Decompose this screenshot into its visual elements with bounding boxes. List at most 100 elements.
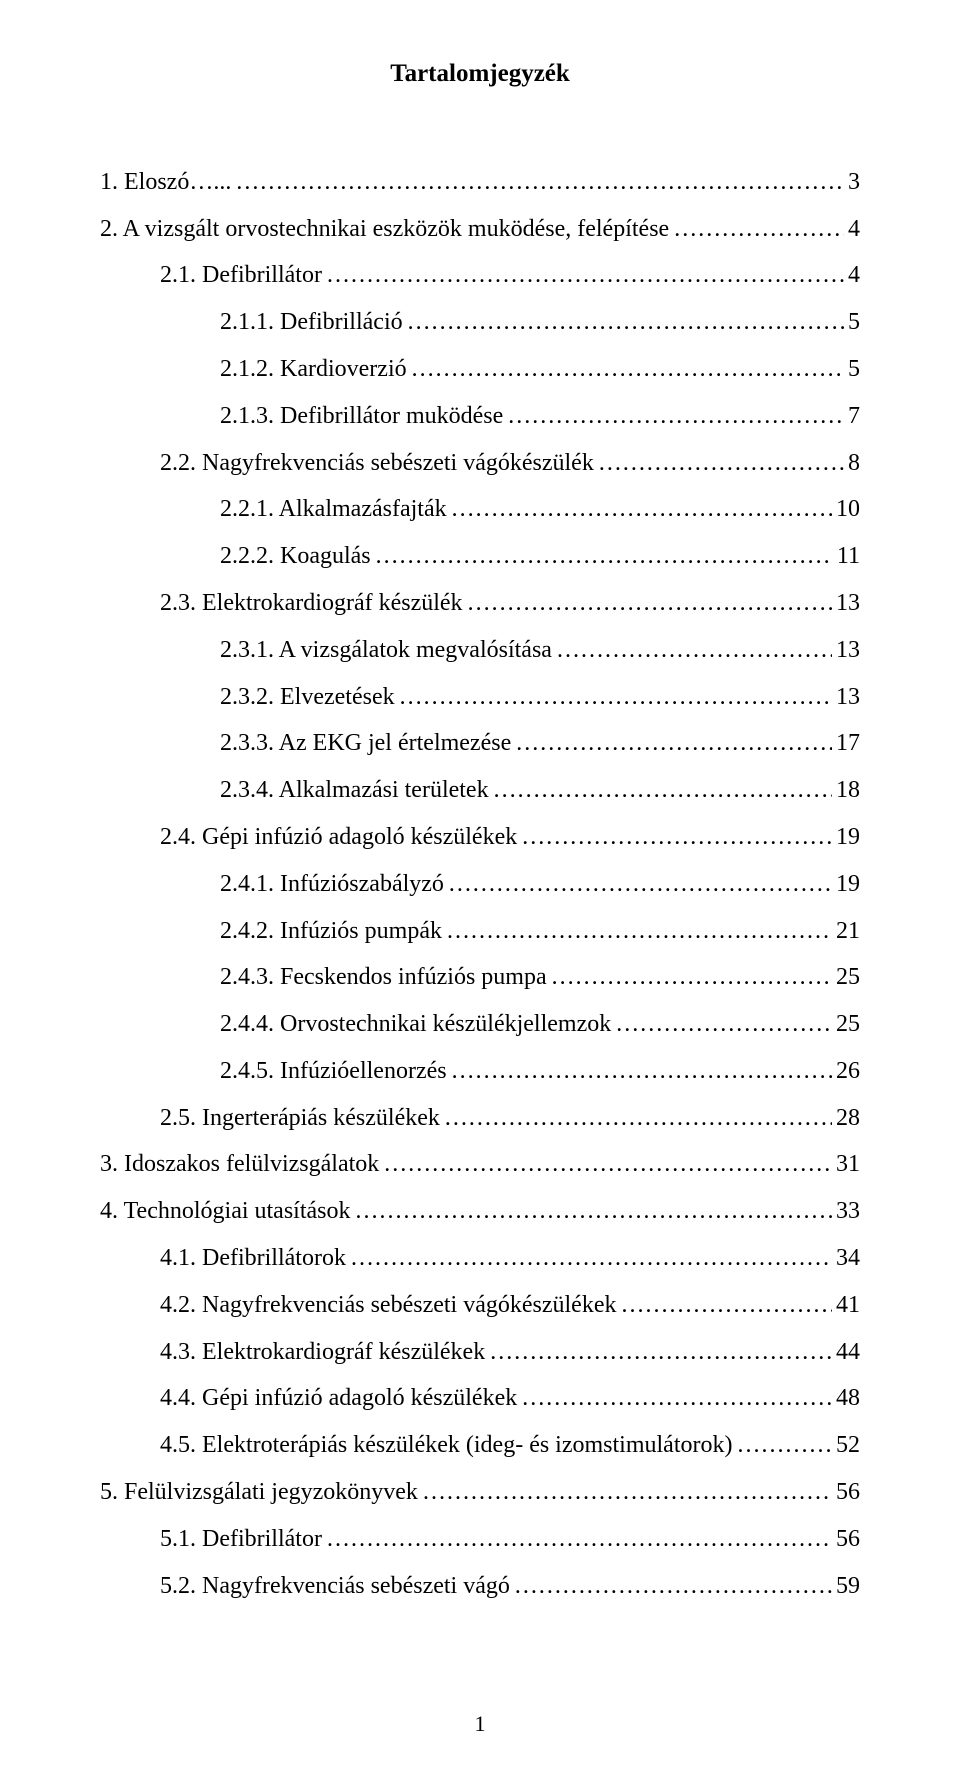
toc-entry-leader xyxy=(411,346,844,393)
toc-entry-label: 2.1.3. Defibrillátor muködése xyxy=(220,393,503,440)
toc-entry-page: 26 xyxy=(836,1048,860,1095)
toc-entry-label: 2. A vizsgált orvostechnikai eszközök mu… xyxy=(100,206,669,253)
toc-entry: 5.1. Defibrillátor 56 xyxy=(100,1516,860,1563)
toc-entry-page: 25 xyxy=(836,954,860,1001)
toc-entry-leader xyxy=(551,954,832,1001)
toc-entry: 2.1.1. Defibrilláció5 xyxy=(100,299,860,346)
toc-entry-page: 28 xyxy=(836,1095,860,1142)
toc-entry-page: 13 xyxy=(836,674,860,721)
toc-entry-page: 56 xyxy=(836,1516,860,1563)
toc-entry: 2.2.1. Alkalmazásfajták10 xyxy=(100,486,860,533)
toc-entry: 2.3.3. Az EKG jel értelmezése 17 xyxy=(100,720,860,767)
toc-entry: 4.2. Nagyfrekvenciás sebészeti vágókészü… xyxy=(100,1282,860,1329)
toc-entry-label: 2.2.2. Koagulás xyxy=(220,533,371,580)
toc-entry-page: 18 xyxy=(836,767,860,814)
toc-entry: 2.2. Nagyfrekvenciás sebészeti vágókészü… xyxy=(100,440,860,487)
toc-entry-page: 33 xyxy=(836,1188,860,1235)
toc-entry-label: 5. Felülvizsgálati jegyzokönyvek xyxy=(100,1469,418,1516)
toc-entry-page: 4 xyxy=(848,252,860,299)
toc-entry-page: 44 xyxy=(836,1329,860,1376)
page-title: Tartalomjegyzék xyxy=(100,50,860,99)
toc-entry-label: 2.4. Gépi infúzió adagoló készülékek xyxy=(160,814,517,861)
toc-entry-label: 2.4.5. Infúzióellenorzés xyxy=(220,1048,447,1095)
page-number: 1 xyxy=(0,1703,960,1746)
toc-entry-leader xyxy=(326,252,844,299)
toc-entry-leader xyxy=(467,580,832,627)
toc-entry-page: 19 xyxy=(836,814,860,861)
toc-entry-leader xyxy=(375,533,833,580)
toc-entry-label: 2.1. Defibrillátor xyxy=(160,252,322,299)
toc-entry-label: 2.5. Ingerterápiás készülékek xyxy=(160,1095,440,1142)
toc-entry: 2.3.2. Elvezetések 13 xyxy=(100,674,860,721)
toc-entry-leader xyxy=(399,674,832,721)
toc-entry-leader xyxy=(514,1563,832,1610)
toc-entry: 2.3.4. Alkalmazási területek18 xyxy=(100,767,860,814)
toc-entry-page: 10 xyxy=(836,486,860,533)
toc-entry: 4.3. Elektrokardiográf készülékek44 xyxy=(100,1329,860,1376)
toc-entry-page: 13 xyxy=(836,580,860,627)
toc-entry: 2. A vizsgált orvostechnikai eszközök mu… xyxy=(100,206,860,253)
toc-entry: 5. Felülvizsgálati jegyzokönyvek 56 xyxy=(100,1469,860,1516)
toc-entry-leader xyxy=(598,440,844,487)
toc-entry-leader xyxy=(493,767,832,814)
toc-entry-leader xyxy=(489,1329,832,1376)
toc-entry-leader xyxy=(355,1188,833,1235)
toc-entry: 2.4.3. Fecskendos infúziós pumpa 25 xyxy=(100,954,860,1001)
toc-entry-leader xyxy=(521,1375,832,1422)
toc-entry-page: 52 xyxy=(836,1422,860,1469)
toc-entry-leader xyxy=(615,1001,832,1048)
toc-entry-leader xyxy=(556,627,832,674)
toc-entry-page: 17 xyxy=(836,720,860,767)
toc-entry: 4.5. Elektroterápiás készülékek (ideg- é… xyxy=(100,1422,860,1469)
toc-entry: 2.5. Ingerterápiás készülékek 28 xyxy=(100,1095,860,1142)
toc-entry: 2.4.5. Infúzióellenorzés 26 xyxy=(100,1048,860,1095)
toc-entry-page: 59 xyxy=(836,1563,860,1610)
toc-entry: 4. Technológiai utasítások33 xyxy=(100,1188,860,1235)
toc-entry-leader xyxy=(444,1095,832,1142)
toc-entry-leader xyxy=(350,1235,832,1282)
toc-entry-page: 5 xyxy=(848,346,860,393)
document-page: Tartalomjegyzék 1. Eloszó…...32. A vizsg… xyxy=(0,0,960,1776)
toc-entry-page: 8 xyxy=(848,440,860,487)
toc-entry-page: 56 xyxy=(836,1469,860,1516)
toc-entry-label: 3. Idoszakos felülvizsgálatok xyxy=(100,1141,379,1188)
toc-entry-leader xyxy=(507,393,844,440)
toc-entry-label: 2.1.2. Kardioverzió xyxy=(220,346,407,393)
toc-entry-page: 4 xyxy=(848,206,860,253)
toc-entry-label: 2.3.3. Az EKG jel értelmezése xyxy=(220,720,511,767)
toc-entry-leader xyxy=(515,720,832,767)
toc-entry-leader xyxy=(673,206,844,253)
toc-entry-label: 5.2. Nagyfrekvenciás sebészeti vágó xyxy=(160,1563,510,1610)
toc-entry-page: 11 xyxy=(837,533,860,580)
toc-entry: 2.4.2. Infúziós pumpák 21 xyxy=(100,908,860,955)
toc-entry-page: 19 xyxy=(836,861,860,908)
toc-entry-leader xyxy=(620,1282,832,1329)
toc-entry-leader xyxy=(407,299,844,346)
toc-entry-page: 13 xyxy=(836,627,860,674)
toc-entry-leader xyxy=(446,908,832,955)
toc-entry-leader xyxy=(448,861,832,908)
toc-entry: 2.4. Gépi infúzió adagoló készülékek 19 xyxy=(100,814,860,861)
toc-entry-page: 48 xyxy=(836,1375,860,1422)
toc-entry-label: 2.3.2. Elvezetések xyxy=(220,674,395,721)
toc-entry-label: 2.4.2. Infúziós pumpák xyxy=(220,908,442,955)
toc-entry: 4.4. Gépi infúzió adagoló készülékek48 xyxy=(100,1375,860,1422)
toc-entry-page: 21 xyxy=(836,908,860,955)
toc-entry-leader xyxy=(326,1516,832,1563)
toc-entry-label: 2.3.1. A vizsgálatok megvalósítása xyxy=(220,627,552,674)
toc-entry-label: 5.1. Defibrillátor xyxy=(160,1516,322,1563)
toc-entry-page: 41 xyxy=(836,1282,860,1329)
toc-entry-label: 2.4.1. Infúziószabályzó xyxy=(220,861,444,908)
toc-entry-label: 1. Eloszó…... xyxy=(100,159,231,206)
toc-entry: 2.1.2. Kardioverzió 5 xyxy=(100,346,860,393)
toc-entry-page: 25 xyxy=(836,1001,860,1048)
toc-entry-leader xyxy=(451,1048,832,1095)
toc-entry-leader xyxy=(736,1422,832,1469)
toc-entry: 2.3. Elektrokardiográf készülék13 xyxy=(100,580,860,627)
toc-entry: 2.2.2. Koagulás 11 xyxy=(100,533,860,580)
toc-entry-label: 2.4.3. Fecskendos infúziós pumpa xyxy=(220,954,547,1001)
toc-entry-page: 31 xyxy=(836,1141,860,1188)
toc-entry: 2.1. Defibrillátor 4 xyxy=(100,252,860,299)
toc-entry-page: 5 xyxy=(848,299,860,346)
toc-entry-page: 7 xyxy=(848,393,860,440)
